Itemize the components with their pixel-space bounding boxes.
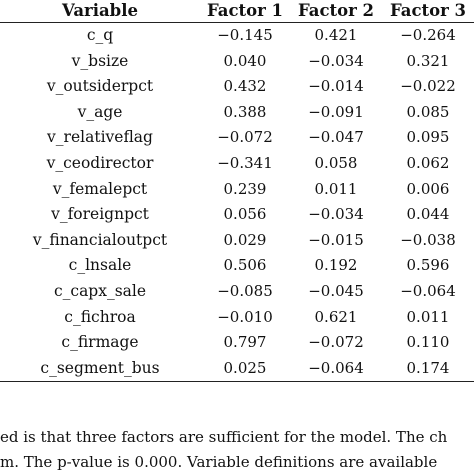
variable-cell: v_relativeflag — [47, 128, 153, 147]
factor-3-cell: −0.064 — [400, 281, 456, 300]
variable-cell: v_foreignpct — [51, 205, 149, 224]
table-row: v_financialoutpct 0.029 −0.015 −0.038 — [0, 228, 474, 254]
variable-cell: c_segment_bus — [0, 355, 200, 383]
factor-3-cell: 0.011 — [406, 307, 450, 326]
variable-cell: v_outsiderpct — [46, 77, 154, 96]
factor-1-cell: 0.388 — [223, 102, 267, 121]
factor-1-cell: 0.239 — [223, 179, 267, 198]
factor-1-cell: 0.056 — [223, 205, 267, 224]
variable-cell: v_bsize — [71, 51, 129, 70]
factor-1-cell: −0.145 — [217, 26, 273, 44]
factor-1-cell: 0.797 — [223, 333, 267, 352]
variable-cell: c_lnsale — [68, 256, 132, 275]
factor-3-cell: 0.596 — [406, 256, 450, 275]
factor-2-cell: −0.015 — [308, 230, 364, 249]
table-row: v_relativeflag −0.072 −0.047 0.095 — [0, 125, 474, 151]
factor-1-cell: 0.506 — [223, 256, 267, 275]
factor-1-cell: 0.029 — [223, 230, 267, 249]
factor-2-cell: 0.058 — [314, 153, 358, 172]
table-row: c_fichroa −0.010 0.621 0.011 — [0, 305, 474, 331]
factor-3-cell: −0.038 — [400, 230, 456, 249]
factor-1-cell: 0.040 — [223, 51, 267, 70]
table-row: c_segment_bus 0.025 −0.064 0.174 — [0, 355, 474, 383]
factor-1-cell: 0.432 — [223, 77, 267, 96]
factor-3-cell: −0.264 — [400, 26, 456, 44]
table-body: c_q −0.145 0.421 −0.264 v_bsize 0.040 −0… — [0, 23, 474, 383]
factor-1-cell: −0.072 — [217, 128, 273, 147]
variable-cell: c_fichroa — [64, 307, 136, 326]
variable-cell: v_ceodirector — [46, 153, 154, 172]
factor-3-cell: 0.110 — [406, 333, 450, 352]
factor-2-cell: −0.034 — [308, 51, 364, 70]
table-row: v_femalepct 0.239 0.011 0.006 — [0, 177, 474, 203]
factor-2-cell: −0.034 — [308, 205, 364, 224]
factor-3-cell: 0.174 — [382, 355, 474, 383]
header-variable: Variable — [0, 0, 200, 23]
header-row: Variable Factor 1 Factor 2 Factor 3 — [0, 0, 474, 23]
table-row: v_foreignpct 0.056 −0.034 0.044 — [0, 202, 474, 228]
header-factor-1: Factor 1 — [200, 0, 290, 23]
factor-2-cell: 0.011 — [314, 179, 358, 198]
factor-1-cell: −0.341 — [217, 153, 273, 172]
factor-2-cell: −0.072 — [308, 333, 364, 352]
factor-3-cell: 0.062 — [406, 153, 450, 172]
factor-2-cell: 0.621 — [314, 307, 358, 326]
factor-2-cell: −0.091 — [308, 102, 364, 121]
factor-2-cell: 0.192 — [314, 256, 358, 275]
note-text-2: m. The p-value is 0.000. Variable defini… — [0, 453, 438, 471]
variable-cell: c_q — [86, 26, 114, 44]
table-row: v_age 0.388 −0.091 0.085 — [0, 100, 474, 126]
table-note-line-2: m. The p-value is 0.000. Variable defini… — [0, 449, 474, 475]
factor-3-cell: −0.022 — [400, 77, 456, 96]
table-row: c_capx_sale −0.085 −0.045 −0.064 — [0, 279, 474, 305]
factor-2-cell: −0.064 — [290, 355, 382, 383]
table-row: v_outsiderpct 0.432 −0.014 −0.022 — [0, 74, 474, 100]
factor-1-cell: 0.025 — [200, 355, 290, 383]
table-note-line-1: ed is that three factors are sufficient … — [0, 424, 474, 450]
factor-1-cell: −0.010 — [217, 307, 273, 326]
factor-loadings-table: Variable Factor 1 Factor 2 Factor 3 c_q … — [0, 0, 474, 383]
factor-2-cell: 0.421 — [314, 26, 358, 44]
variable-cell: c_firmage — [61, 333, 139, 352]
table-row: c_lnsale 0.506 0.192 0.596 — [0, 253, 474, 279]
factor-3-cell: 0.095 — [406, 128, 450, 147]
factor-3-cell: 0.006 — [406, 179, 450, 198]
factor-3-cell: 0.321 — [406, 51, 450, 70]
table-row: v_bsize 0.040 −0.034 0.321 — [0, 49, 474, 75]
variable-cell: v_age — [77, 102, 123, 121]
table-row: v_ceodirector −0.341 0.058 0.062 — [0, 151, 474, 177]
note-text-1: ed is that three factors are sufficient … — [0, 428, 448, 446]
factor-3-cell: 0.044 — [406, 205, 450, 224]
factor-3-cell: 0.085 — [406, 102, 450, 121]
variable-cell: v_financialoutpct — [32, 230, 168, 249]
factor-loadings-table-wrapper: Variable Factor 1 Factor 2 Factor 3 c_q … — [0, 0, 474, 383]
table-row: c_firmage 0.797 −0.072 0.110 — [0, 330, 474, 356]
header-factor-3: Factor 3 — [382, 0, 474, 23]
factor-2-cell: −0.045 — [308, 281, 364, 300]
variable-cell: v_femalepct — [52, 179, 148, 198]
table-header: Variable Factor 1 Factor 2 Factor 3 — [0, 0, 474, 23]
table-row: c_q −0.145 0.421 −0.264 — [0, 23, 474, 49]
factor-2-cell: −0.014 — [308, 77, 364, 96]
header-factor-2: Factor 2 — [290, 0, 382, 23]
factor-2-cell: −0.047 — [308, 128, 364, 147]
factor-1-cell: −0.085 — [217, 281, 273, 300]
variable-cell: c_capx_sale — [53, 281, 147, 300]
